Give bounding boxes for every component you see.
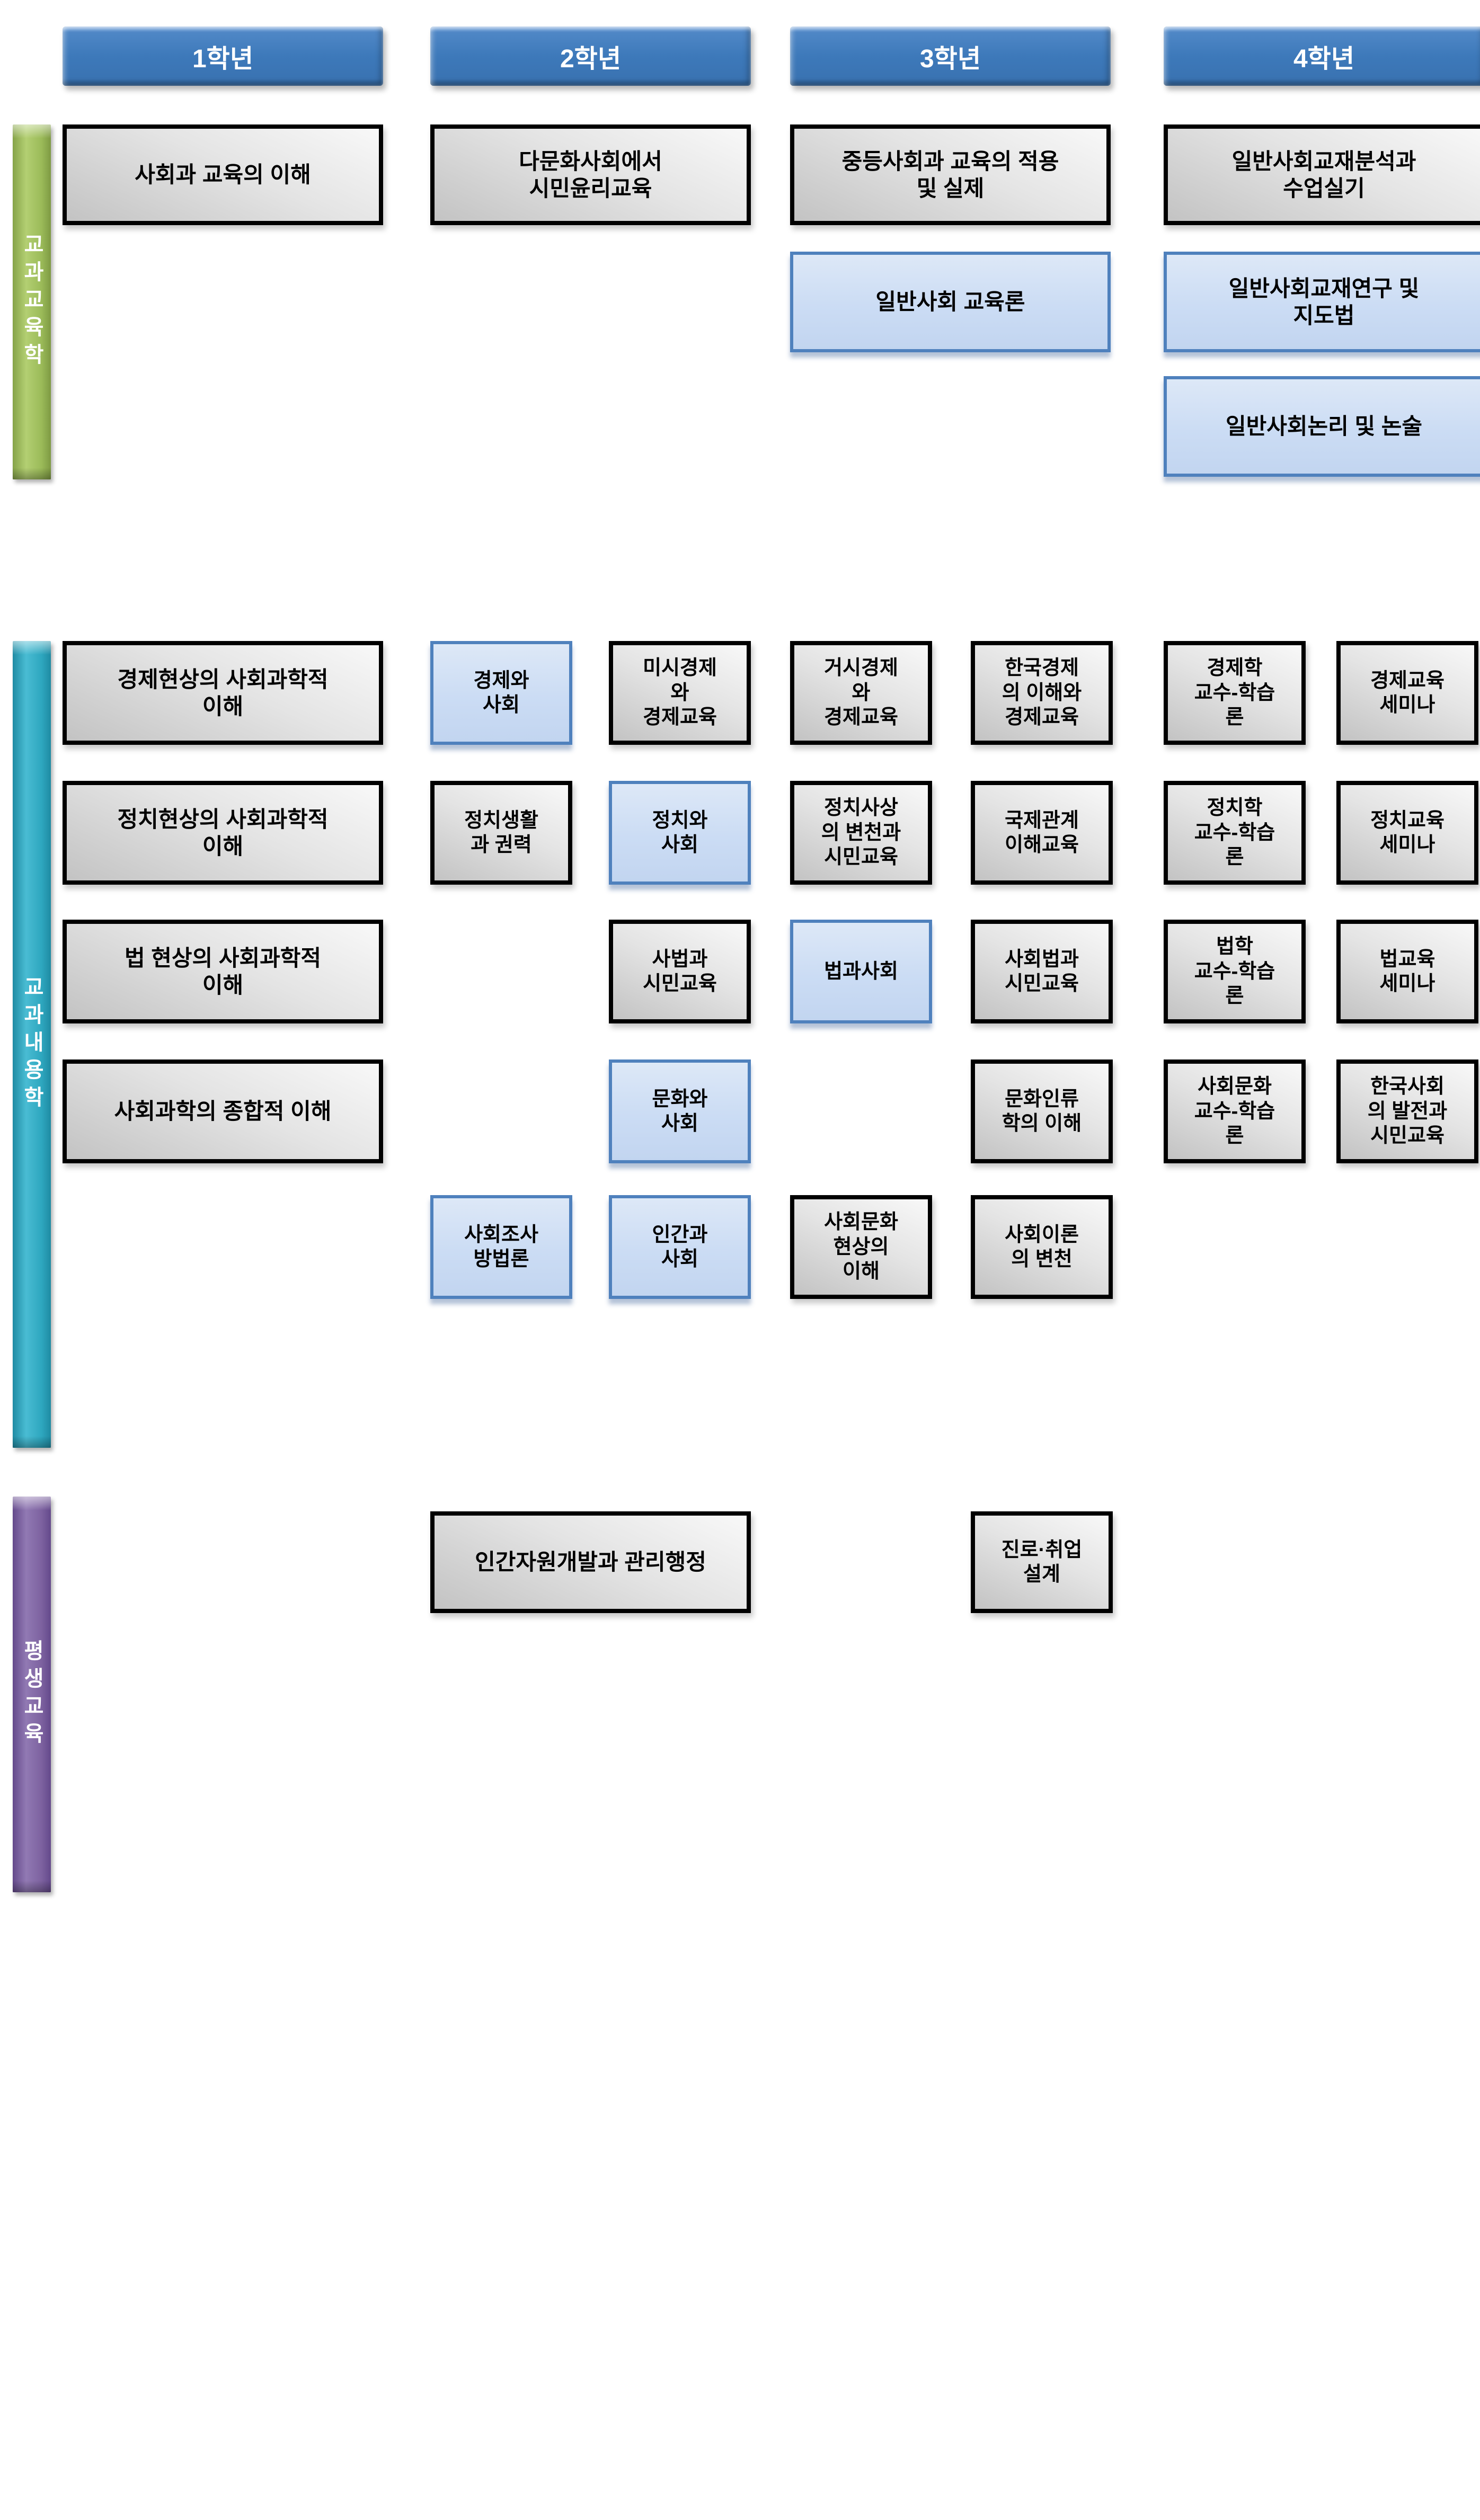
course-box: 중등사회과 교육의 적용 및 실제 bbox=[790, 124, 1111, 225]
course-box: 정치현상의 사회과학적 이해 bbox=[63, 781, 383, 885]
course-box: 한국경제 의 이해와 경제교육 bbox=[971, 641, 1113, 745]
course-box: 정치교육 세미나 bbox=[1336, 781, 1478, 885]
course-box: 사회과 교육의 이해 bbox=[63, 124, 383, 225]
course-box: 문화와 사회 bbox=[609, 1059, 751, 1163]
course-box: 법교육 세미나 bbox=[1336, 920, 1478, 1023]
course-box: 법 현상의 사회과학적 이해 bbox=[63, 920, 383, 1023]
course-box: 정치학 교수-학습 론 bbox=[1164, 781, 1306, 885]
course-box: 사회조사 방법론 bbox=[430, 1195, 572, 1299]
course-box: 경제와 사회 bbox=[430, 641, 572, 745]
course-box: 일반사회 교육론 bbox=[790, 252, 1111, 352]
course-box: 미시경제 와 경제교육 bbox=[609, 641, 751, 745]
course-box: 사회과학의 종합적 이해 bbox=[63, 1059, 383, 1163]
section-label: 교과교육학 bbox=[20, 233, 43, 371]
course-box: 사회법과 시민교육 bbox=[971, 920, 1113, 1023]
section-bar-s2: 교과내용학 bbox=[13, 641, 51, 1448]
year-header-1: 1학년 bbox=[63, 26, 383, 86]
course-box: 경제교육 세미나 bbox=[1336, 641, 1478, 745]
course-box: 사법과 시민교육 bbox=[609, 920, 751, 1023]
section-label: 교과내용학 bbox=[20, 975, 43, 1114]
section-bar-s1: 교과교육학 bbox=[13, 124, 51, 479]
course-box: 사회문화 교수-학습 론 bbox=[1164, 1059, 1306, 1163]
course-box: 한국사회 의 발전과 시민교육 bbox=[1336, 1059, 1478, 1163]
course-box: 정치생활 과 권력 bbox=[430, 781, 572, 885]
course-box: 진로·취업 설계 bbox=[971, 1511, 1113, 1613]
course-box: 일반사회논리 및 논술 bbox=[1164, 376, 1480, 477]
course-box: 다문화사회에서 시민윤리교육 bbox=[430, 124, 751, 225]
course-box: 인간과 사회 bbox=[609, 1195, 751, 1299]
course-box: 일반사회교재연구 및 지도법 bbox=[1164, 252, 1480, 352]
course-box: 인간자원개발과 관리행정 bbox=[430, 1511, 751, 1613]
course-box: 사회문화 현상의 이해 bbox=[790, 1195, 932, 1299]
course-box: 정치사상 의 변천과 시민교육 bbox=[790, 781, 932, 885]
section-label: 평생교육 bbox=[20, 1639, 43, 1750]
course-box: 거시경제 와 경제교육 bbox=[790, 641, 932, 745]
course-box: 정치와 사회 bbox=[609, 781, 751, 885]
course-box: 국제관계 이해교육 bbox=[971, 781, 1113, 885]
course-box: 문화인류 학의 이해 bbox=[971, 1059, 1113, 1163]
year-header-2: 2학년 bbox=[430, 26, 751, 86]
course-box: 경제현상의 사회과학적 이해 bbox=[63, 641, 383, 745]
course-box: 법학 교수-학습 론 bbox=[1164, 920, 1306, 1023]
year-header-3: 3학년 bbox=[790, 26, 1111, 86]
year-header-4: 4학년 bbox=[1164, 26, 1480, 86]
course-box: 법과사회 bbox=[790, 920, 932, 1023]
course-box: 경제학 교수-학습 론 bbox=[1164, 641, 1306, 745]
course-box: 사회이론 의 변천 bbox=[971, 1195, 1113, 1299]
section-bar-s3: 평생교육 bbox=[13, 1497, 51, 1892]
course-box: 일반사회교재분석과 수업실기 bbox=[1164, 124, 1480, 225]
